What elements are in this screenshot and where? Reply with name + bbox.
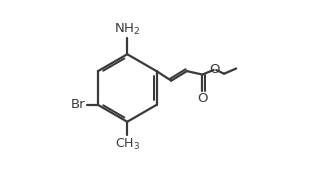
Text: Br: Br bbox=[70, 98, 85, 111]
Text: NH$_2$: NH$_2$ bbox=[114, 22, 140, 37]
Text: O: O bbox=[197, 92, 208, 105]
Text: CH$_3$: CH$_3$ bbox=[115, 137, 140, 152]
Text: O: O bbox=[209, 63, 220, 76]
